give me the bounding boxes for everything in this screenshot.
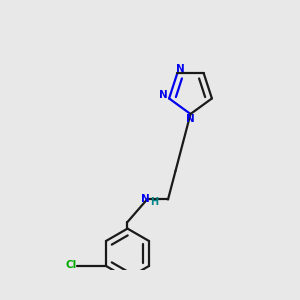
- Text: N: N: [159, 91, 168, 100]
- Text: N: N: [186, 114, 195, 124]
- Text: N: N: [141, 194, 150, 205]
- Text: N: N: [176, 64, 184, 74]
- Text: H: H: [150, 197, 159, 207]
- Text: Cl: Cl: [66, 260, 77, 270]
